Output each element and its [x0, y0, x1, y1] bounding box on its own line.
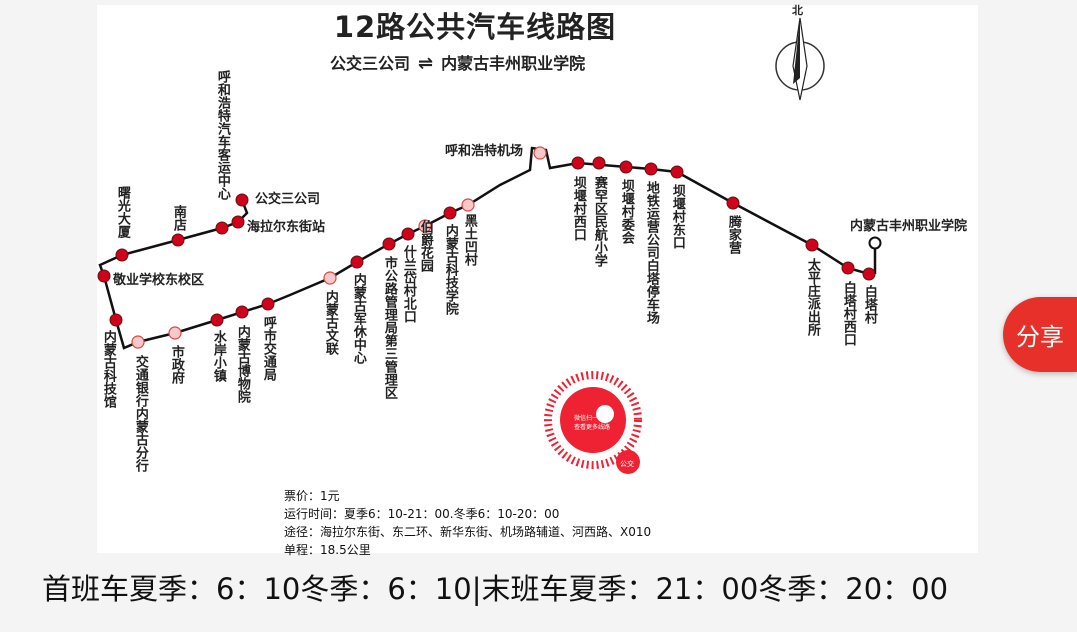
station-label: 内蒙古科技馆: [100, 330, 116, 408]
station-dot: [115, 248, 129, 262]
schedule-caption: 首班车夏季：6：10冬季：6：10|末班车夏季：21：00冬季：20：00: [42, 572, 949, 606]
station-label: 市公路管理局第三管理区: [381, 256, 397, 399]
station-label: 水岸小镇: [210, 330, 226, 382]
station-dot: [592, 156, 606, 170]
station-dot: [171, 233, 185, 247]
station-label: 白塔村: [861, 285, 877, 324]
qr-badge: 公交: [620, 460, 634, 468]
compass-north-label: 北: [792, 4, 803, 17]
station-label: 腾家营: [725, 215, 741, 254]
station-dot: [619, 160, 633, 174]
share-button[interactable]: 分享: [1003, 297, 1077, 372]
bidirectional-arrow-icon: ⇌: [418, 53, 434, 74]
station-dot: [350, 255, 364, 269]
station-label: 曙光大厦: [114, 186, 130, 238]
station-label: 海拉尔东街站: [247, 220, 326, 235]
qr-caption-2: 查看更多线路: [574, 424, 611, 431]
station-dot: [443, 206, 457, 220]
route-line: [98, 146, 877, 350]
station-transfer-dot: [131, 335, 145, 349]
station-label: 内蒙古科技学院: [442, 224, 458, 315]
via-text: 途径：海拉尔东街、东二环、新华东街、机场路辅道、河西路、X010: [284, 525, 652, 539]
station-dot: [97, 269, 111, 283]
station-label: 坝堰村委会: [618, 179, 634, 244]
station-label: 内蒙古丰州职业学院: [850, 219, 968, 234]
station-transfer-dot: [533, 146, 547, 160]
station-label: 坝堰村西口: [570, 176, 586, 241]
station-label: 内蒙古博物院: [234, 325, 250, 403]
station-label: 内蒙古军休中心: [350, 273, 366, 364]
station-dot: [109, 313, 123, 327]
fare-text: 票价：1元: [284, 489, 340, 503]
station-dot: [382, 237, 396, 251]
station-dot: [235, 305, 249, 319]
station-label: 赛罕区民航小学: [591, 176, 607, 267]
station-label: 敬业学校东校区: [113, 273, 205, 288]
qr-center: [560, 387, 626, 453]
station-dot: [231, 215, 245, 229]
route-info: 票价：1元 运行时间：夏季6：10-21：00.冬季6：10-20：00 途径：…: [284, 487, 651, 559]
station-dot: [644, 162, 658, 176]
origin-terminal: 公交三公司: [330, 54, 411, 73]
station-dot: [670, 165, 684, 179]
station-transfer-dot: [418, 219, 432, 233]
station-label: 坝堰村东口: [669, 184, 685, 249]
station-dot: [210, 313, 224, 327]
route-map-image: [97, 5, 978, 553]
station-dot: [841, 261, 855, 275]
map-title: 12路公共汽车线路图: [333, 10, 617, 44]
station-label: 呼市交通局: [260, 316, 276, 381]
station-dot: [805, 238, 819, 252]
station-label: 内蒙古文联: [322, 290, 338, 355]
station-dot: [215, 221, 229, 235]
station-label: 呼和浩特汽车客运中心: [214, 70, 230, 200]
station-dot: [261, 297, 275, 311]
station-label: 南店: [170, 205, 186, 231]
station-dot: [235, 193, 249, 207]
station-dot: [726, 196, 740, 210]
station-dot: [862, 267, 876, 281]
compass-needle-dark: [793, 18, 800, 84]
map-subtitle: 公交三公司 ⇌ 内蒙古丰州职业学院: [330, 50, 585, 74]
hours-text: 运行时间：夏季6：10-21：00.冬季6：10-20：00: [284, 507, 560, 521]
station-label: 伯爵花园: [417, 220, 433, 272]
length-text: 单程：18.5公里: [284, 543, 371, 557]
qr-badge-bg: [616, 450, 640, 474]
station-label: 黑土凹村: [461, 214, 477, 266]
station-label: 交通银行内蒙古分行: [132, 355, 148, 472]
station-label: 呼和浩特机场: [445, 144, 524, 159]
station-label: 地铁运营公司白塔停车场: [643, 181, 659, 324]
station-label: 太平庄派出所: [804, 258, 820, 336]
station-transfer-dot: [323, 271, 337, 285]
qr-caption-1: 微信扫一扫: [574, 415, 605, 422]
station-transfer-dot: [168, 326, 182, 340]
station-dot: [401, 227, 415, 241]
station-dot: [571, 156, 585, 170]
qr-logo-icon: [596, 405, 614, 423]
station-label: 白塔村西口: [840, 281, 856, 346]
station-label: 公交三公司: [255, 192, 321, 207]
station-label: 什兰岱村北口: [400, 245, 416, 323]
station-transfer-dot: [461, 198, 475, 212]
destination-terminal: 内蒙古丰州职业学院: [441, 54, 586, 73]
station-label: 市政府: [168, 345, 184, 384]
station-terminal-dot: [868, 236, 882, 250]
